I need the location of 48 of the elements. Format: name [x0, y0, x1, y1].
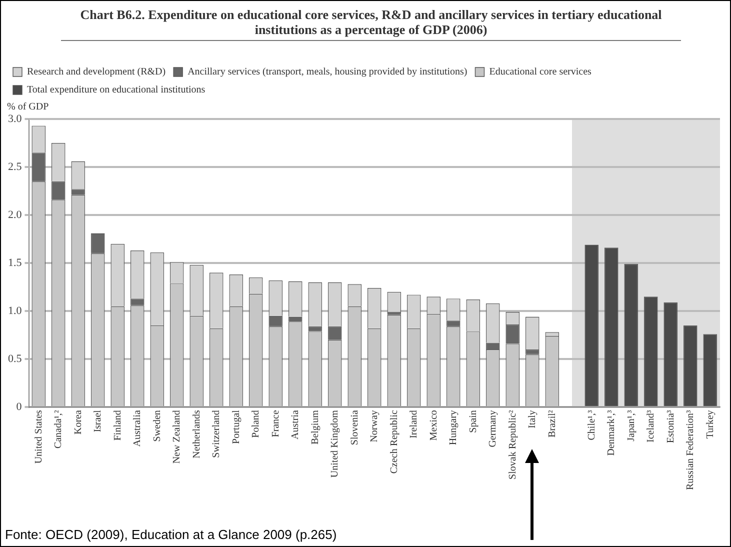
- y-tick-label: 2.5: [8, 160, 22, 173]
- x-tick-label: Poland: [250, 410, 262, 438]
- y-tick-label: 0.5: [8, 352, 22, 365]
- x-tick-label: Sweden: [152, 410, 163, 442]
- x-tick-label: Netherlands: [191, 410, 202, 458]
- x-tick-label: New Zealand: [172, 410, 182, 464]
- source-note: Fonte: OECD (2009), Education at a Glance 2009 (p.265): [5, 527, 337, 542]
- y-tick-label: 1.0: [8, 304, 22, 317]
- y-tick-label: 3.0: [8, 112, 22, 125]
- x-tick-label: Finland: [112, 410, 124, 441]
- y-tick-label: 0: [16, 400, 22, 413]
- x-tick-label: Turkey: [704, 410, 716, 439]
- y-tick-label: 2.0: [8, 208, 22, 221]
- x-tick-label: Czech Republic: [388, 410, 400, 474]
- x-tick-label: Canada¹,²: [53, 410, 64, 449]
- x-tick-label: Chile¹,³: [586, 410, 598, 440]
- legend-label: Research and development (R&D): [27, 66, 166, 78]
- x-tick-label: France: [270, 410, 282, 438]
- x-tick-label: Russian Federation³: [685, 410, 696, 490]
- x-tick-label: Portugal: [230, 410, 242, 444]
- x-tick-label: Mexico: [428, 410, 440, 441]
- x-tick-label: Slovak Republic²: [507, 410, 518, 480]
- x-tick-label: Denmark¹,³: [606, 410, 617, 456]
- x-tick-label: Austria: [290, 410, 301, 440]
- x-tick-label: Brazil²: [546, 410, 558, 438]
- legend-label: Educational core services: [489, 66, 592, 78]
- x-tick-label: Belgium: [310, 410, 321, 445]
- x-tick-label: United Kingdom: [330, 410, 340, 478]
- x-tick-label: Estonia³: [665, 410, 676, 444]
- x-tick-label: Ireland: [408, 410, 420, 438]
- x-tick-label: Iceland³: [646, 410, 656, 442]
- x-tick-label: Korea: [72, 410, 84, 435]
- legend-label: Ancillary services (transport, meals, housing provided by institutions): [188, 66, 468, 78]
- chart-title: Chart B6.2. Expenditure on educational core services, R&D and ancillary services in tertiary educational institutions as a percentage of GDP (2006): [61, 7, 681, 41]
- x-tick-label: Slovenia: [349, 410, 360, 446]
- x-tick-label: Italy: [527, 410, 538, 428]
- x-tick-label: Switzerland: [211, 410, 222, 458]
- x-tick-label: Japan¹,³: [626, 410, 637, 442]
- y-tick-label: 1.5: [8, 256, 22, 269]
- x-tick-label: Norway: [369, 410, 380, 442]
- x-tick-label: Hungary: [448, 410, 459, 446]
- x-tick-label: Germany: [488, 410, 498, 448]
- x-tick-label: Israel: [92, 410, 104, 432]
- x-tick-label: Spain: [468, 410, 479, 433]
- legend-label: Total expenditure on educational institutions: [27, 84, 206, 96]
- x-tick-label: United States: [33, 410, 44, 464]
- x-tick-label: Australia: [132, 410, 143, 447]
- y-axis-title: % of GDP: [7, 102, 50, 113]
